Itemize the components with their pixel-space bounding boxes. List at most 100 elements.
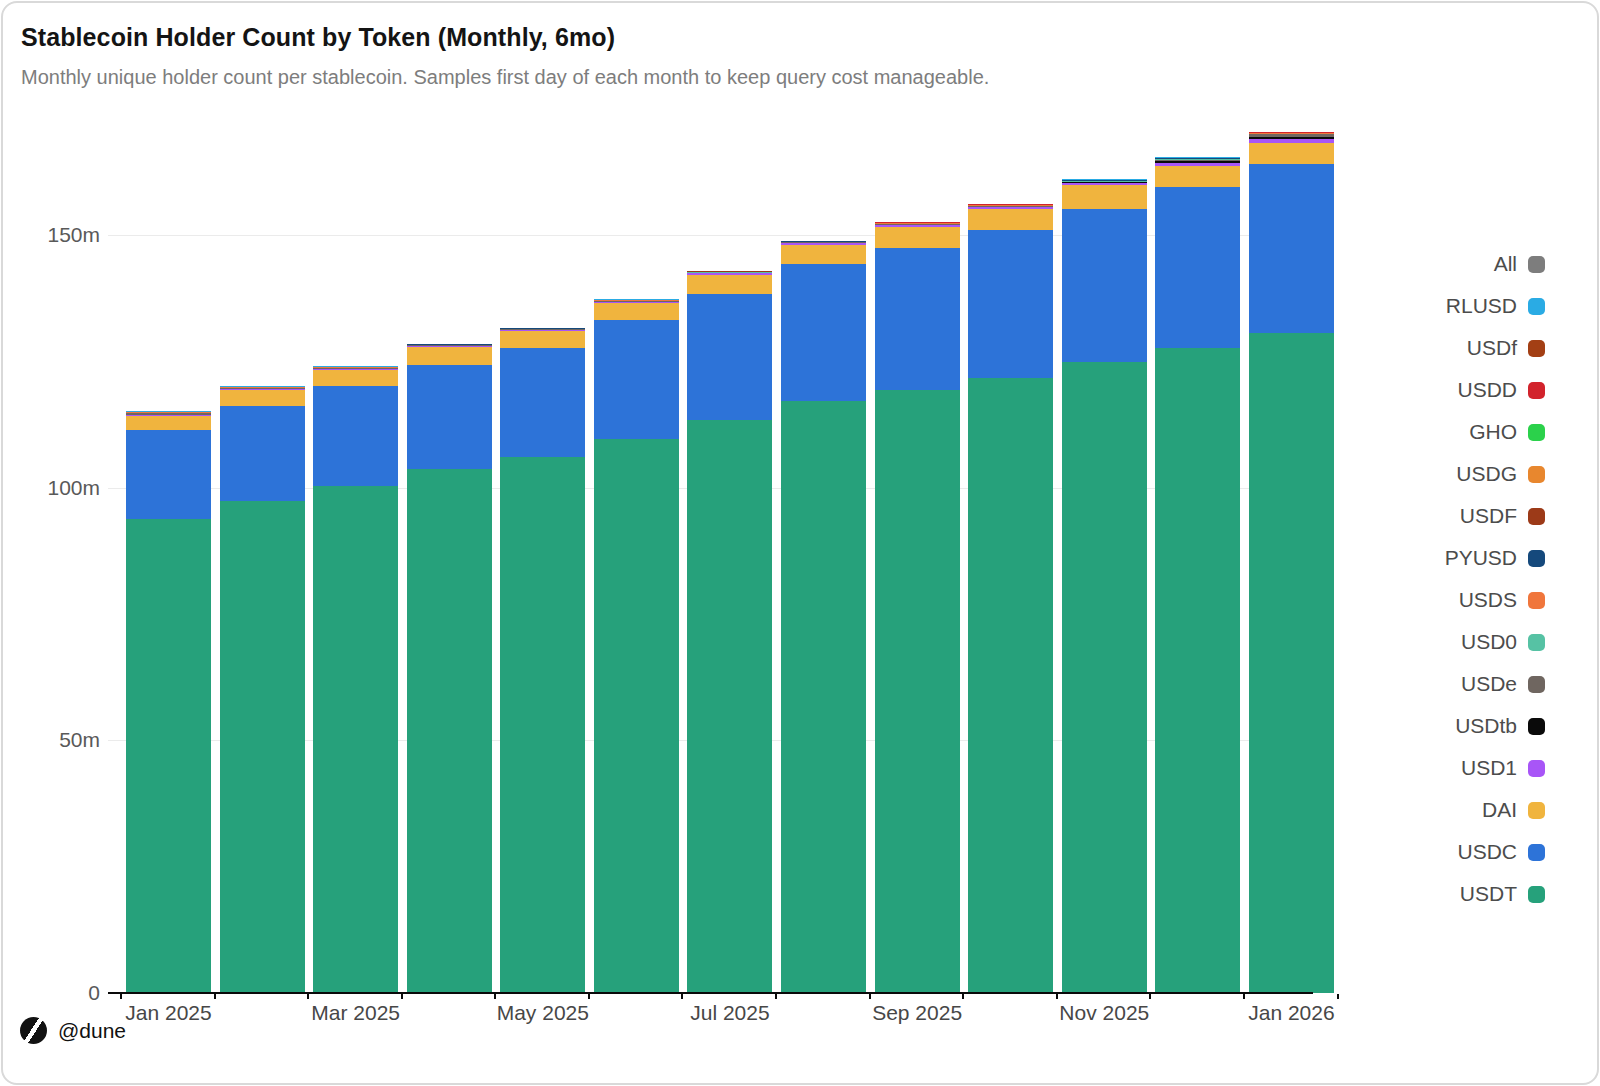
bar-jan-2026 (1249, 132, 1334, 993)
chart-legend: All RLUSD USDf USDD GHO USDG USDF PYUSD USDS USD0… (1445, 252, 1545, 906)
bar-segment-USDC (875, 248, 960, 389)
bar-jul-2025 (687, 271, 772, 993)
legend-color-chip (1528, 718, 1545, 735)
bar-segment-DAI (500, 331, 585, 348)
x-axis-tick (1337, 994, 1339, 999)
bar-segment-DAI (875, 227, 960, 248)
x-axis-tick-label: Jul 2025 (690, 1001, 769, 1025)
bar-segment-USDC (594, 320, 679, 439)
bar-jan-2025 (126, 411, 211, 993)
legend-color-chip (1528, 466, 1545, 483)
bar-segment-DAI (594, 303, 679, 320)
legend-color-chip (1528, 886, 1545, 903)
legend-item-rlusd[interactable]: RLUSD (1446, 294, 1545, 318)
legend-label: USDG (1456, 462, 1517, 486)
bar-segment-DAI (1155, 166, 1240, 187)
y-axis-tick-label: 150m (3, 223, 100, 247)
bar-segment-USDC (313, 386, 398, 486)
bar-mar-2025 (313, 366, 398, 993)
y-axis-tick-label: 0 (3, 981, 100, 1005)
author-handle: @dune (58, 1019, 126, 1043)
legend-label: All (1494, 252, 1517, 276)
bar-segment-USDC (968, 230, 1053, 378)
bar-segment-USDT (781, 401, 866, 993)
legend-item-usde[interactable]: USDe (1461, 672, 1545, 696)
legend-item-pyusd[interactable]: PYUSD (1445, 546, 1545, 570)
y-axis-tick-label: 100m (3, 476, 100, 500)
bar-jun-2025 (594, 299, 679, 993)
x-axis-tick (1056, 994, 1058, 999)
bar-segment-USDC (1155, 187, 1240, 348)
x-axis-tick (307, 994, 309, 999)
bar-feb-2025 (220, 386, 305, 993)
legend-item-usdtb[interactable]: USDtb (1455, 714, 1545, 738)
legend-item-usdg[interactable]: USDG (1456, 462, 1545, 486)
bar-aug-2025 (781, 240, 866, 993)
bar-sep-2025 (875, 222, 960, 993)
bar-segment-DAI (220, 390, 305, 406)
bar-segment-DAI (781, 245, 866, 264)
legend-color-chip (1528, 340, 1545, 357)
x-axis-tick (1243, 994, 1245, 999)
bar-segment-DAI (1249, 143, 1334, 164)
legend-item-usdd[interactable]: USDD (1457, 378, 1545, 402)
bar-segment-DAI (126, 416, 211, 430)
bar-segment-DAI (1062, 185, 1147, 209)
legend-color-chip (1528, 550, 1545, 567)
bar-segment-USDT (1155, 348, 1240, 993)
legend-label: USD1 (1461, 756, 1517, 780)
bar-segment-USDT (1062, 362, 1147, 993)
legend-color-chip (1528, 760, 1545, 777)
x-axis-line (108, 992, 1313, 994)
chart-card: Stablecoin Holder Count by Token (Monthl… (1, 1, 1599, 1085)
bar-segment-USDC (407, 365, 492, 470)
bar-segment-DAI (313, 370, 398, 386)
chart-footer: @dune (20, 1017, 126, 1044)
x-axis-tick (214, 994, 216, 999)
x-axis-tick (681, 994, 683, 999)
bar-segment-USDT (500, 457, 585, 993)
bar-oct-2025 (968, 204, 1053, 993)
legend-item-usdc[interactable]: USDC (1457, 840, 1545, 864)
legend-label: USDe (1461, 672, 1517, 696)
legend-color-chip (1528, 676, 1545, 693)
x-axis-tick-label: May 2025 (497, 1001, 589, 1025)
bar-segment-USDC (1062, 209, 1147, 363)
legend-item-usds[interactable]: USDS (1459, 588, 1545, 612)
legend-item-usdf[interactable]: USDF (1460, 504, 1545, 528)
legend-item-gho[interactable]: GHO (1469, 420, 1545, 444)
x-axis-tick (120, 994, 122, 999)
bar-segment-USDT (1249, 333, 1334, 993)
bar-may-2025 (500, 327, 585, 993)
stacked-bar-chart: 050m100m150mJan 2025Mar 2025May 2025Jul … (3, 3, 1600, 1086)
x-axis-tick (401, 994, 403, 999)
legend-label: USDD (1457, 378, 1517, 402)
bar-segment-USDC (781, 264, 866, 400)
bar-segment-USDT (126, 519, 211, 993)
legend-color-chip (1528, 592, 1545, 609)
legend-label: GHO (1469, 420, 1517, 444)
legend-label: PYUSD (1445, 546, 1517, 570)
legend-item-all[interactable]: All (1494, 252, 1545, 276)
legend-color-chip (1528, 508, 1545, 525)
legend-label: RLUSD (1446, 294, 1517, 318)
legend-item-usdf[interactable]: USDf (1467, 336, 1545, 360)
bar-segment-USDT (687, 420, 772, 993)
bar-segment-USDT (968, 378, 1053, 993)
bar-dec-2025 (1155, 157, 1240, 993)
legend-item-usd0[interactable]: USD0 (1461, 630, 1545, 654)
legend-label: USDF (1460, 504, 1517, 528)
x-axis-tick (1149, 994, 1151, 999)
legend-item-dai[interactable]: DAI (1482, 798, 1545, 822)
legend-label: USDf (1467, 336, 1517, 360)
legend-label: USDtb (1455, 714, 1517, 738)
legend-label: USD0 (1461, 630, 1517, 654)
legend-color-chip (1528, 256, 1545, 273)
bar-segment-USDT (313, 486, 398, 993)
legend-item-usd1[interactable]: USD1 (1461, 756, 1545, 780)
x-axis-tick (962, 994, 964, 999)
x-axis-tick (494, 994, 496, 999)
legend-color-chip (1528, 844, 1545, 861)
bar-nov-2025 (1062, 179, 1147, 993)
legend-item-usdt[interactable]: USDT (1460, 882, 1545, 906)
